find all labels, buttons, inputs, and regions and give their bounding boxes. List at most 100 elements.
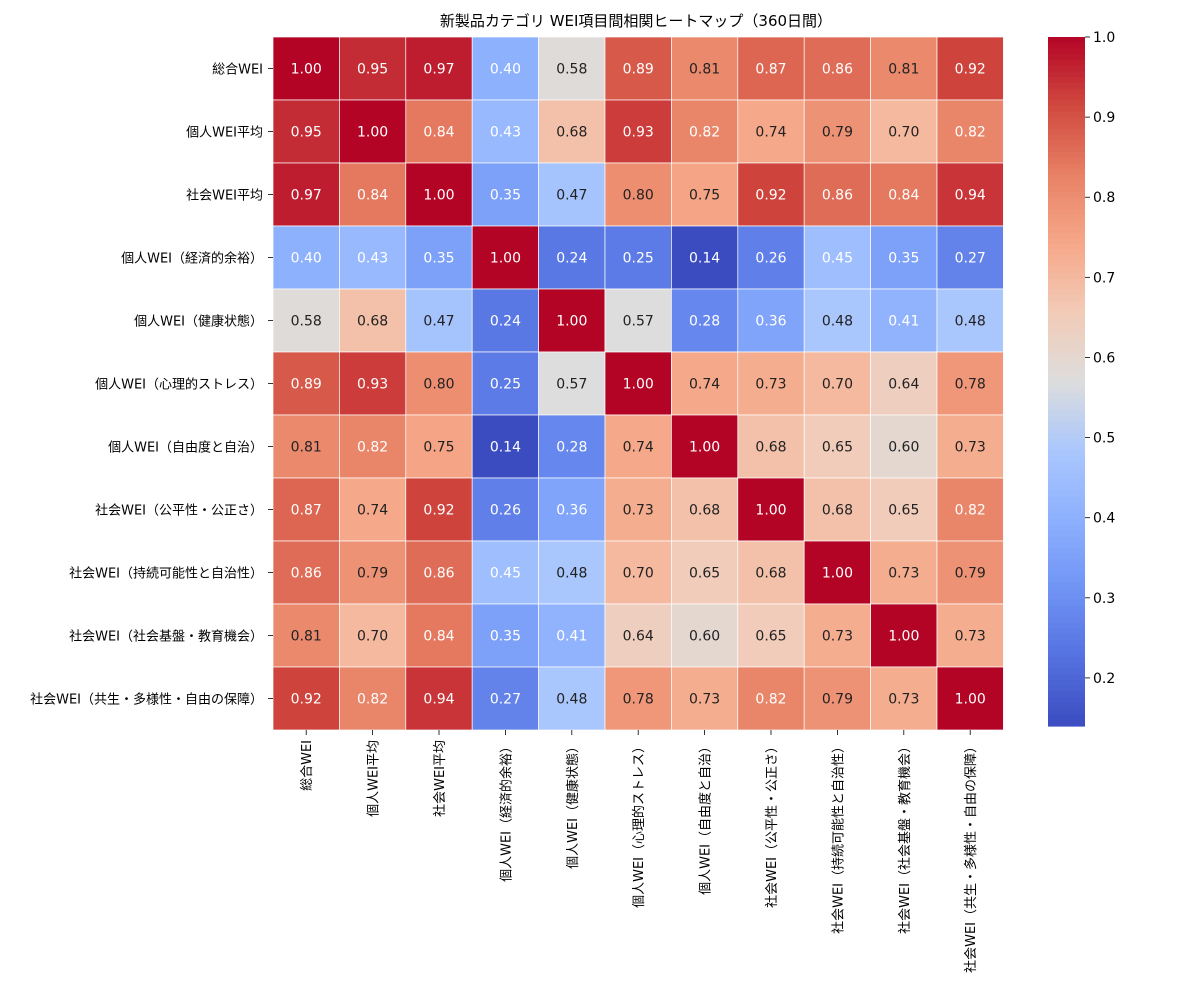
- cell-value-label: 0.57: [556, 377, 587, 393]
- colorbar-segment: [1048, 450, 1085, 457]
- colorbar-tick-label: 0.5: [1093, 431, 1115, 447]
- colorbar-segment: [1048, 88, 1085, 96]
- colorbar-segment: [1048, 525, 1085, 532]
- heatmap-cell: [405, 36, 473, 101]
- colorbar-segment: [1048, 272, 1085, 279]
- cell-value-label: 1.00: [423, 188, 454, 204]
- colorbar-segment: [1048, 611, 1085, 618]
- cell-value-label: 0.27: [490, 692, 521, 708]
- heatmap-cell: [803, 540, 871, 605]
- colorbar-segment: [1048, 513, 1085, 520]
- cell-value-label: 0.86: [822, 188, 853, 204]
- heatmap-cell: [870, 99, 938, 164]
- colorbar-segment: [1048, 519, 1085, 526]
- colorbar-segment: [1048, 306, 1085, 314]
- cell-value-label: 0.82: [357, 440, 388, 456]
- colorbar-segment: [1048, 427, 1085, 434]
- cell-value-label: 0.82: [955, 125, 986, 141]
- colorbar-segment: [1048, 570, 1085, 578]
- colorbar-segment: [1048, 456, 1085, 463]
- heatmap-cell: [737, 540, 805, 605]
- x-tick-label: 社会WEI（社会基盤・教育機会）: [897, 740, 913, 934]
- cell-value-label: 0.28: [556, 440, 587, 456]
- cell-value-label: 0.48: [556, 692, 587, 708]
- cell-value-label: 0.28: [689, 314, 720, 330]
- cell-value-label: 0.24: [490, 314, 521, 330]
- heatmap-cell: [803, 288, 871, 353]
- cell-value-label: 0.68: [556, 125, 587, 141]
- cell-value-label: 0.60: [689, 629, 720, 645]
- heatmap-cell: [538, 36, 606, 101]
- colorbar-segment: [1048, 318, 1085, 325]
- cell-value-label: 0.45: [490, 566, 521, 582]
- column-labels: 総合WEI 個人WEI平均 社会WEI平均 個人WEI（経済的余裕） 個人WEI（健康状…: [300, 730, 979, 973]
- cell-value-label: 0.68: [689, 503, 720, 519]
- colorbar-segment: [1048, 674, 1085, 681]
- colorbar-segment: [1048, 703, 1085, 710]
- colorbar-segment: [1048, 214, 1085, 222]
- heatmap-cell: [272, 603, 340, 668]
- colorbar-tick-label: 1.0: [1093, 30, 1115, 46]
- colorbar-segment: [1048, 645, 1085, 652]
- heatmap-cell: [936, 414, 1004, 479]
- cell-value-label: 0.70: [623, 566, 654, 582]
- cell-value-label: 1.00: [357, 125, 388, 141]
- x-tick-label: 総合WEI: [300, 740, 315, 791]
- colorbar-segment: [1048, 370, 1085, 377]
- cell-value-label: 0.92: [755, 188, 786, 204]
- cell-value-label: 0.25: [490, 377, 521, 393]
- colorbar-segment: [1048, 301, 1085, 308]
- colorbar-segment: [1048, 588, 1085, 595]
- colorbar-segment: [1048, 209, 1085, 216]
- cell-value-label: 0.75: [689, 188, 720, 204]
- heatmap-cell: [471, 603, 539, 668]
- colorbar-segment: [1048, 237, 1085, 245]
- heatmap-cell: [471, 351, 539, 416]
- cell-value-label: 0.68: [755, 440, 786, 456]
- heatmap-cell: [604, 666, 672, 731]
- colorbar-segment: [1048, 123, 1085, 130]
- colorbar-segment: [1048, 461, 1085, 469]
- heatmap-cell: [671, 477, 739, 542]
- heatmap-cell: [936, 288, 1004, 353]
- heatmap-cell: [538, 603, 606, 668]
- cell-value-label: 0.73: [888, 566, 919, 582]
- heatmap-cell: [272, 477, 340, 542]
- colorbar-segment: [1048, 680, 1085, 687]
- x-tick-label: 社会WEI（公平性・公正さ）: [764, 740, 780, 908]
- colorbar-segment: [1048, 685, 1085, 693]
- colorbar-segment: [1048, 542, 1085, 549]
- heatmap-cell: [737, 477, 805, 542]
- cell-value-label: 0.84: [423, 125, 454, 141]
- cell-value-label: 1.00: [822, 566, 853, 582]
- cell-value-label: 0.89: [291, 377, 322, 393]
- colorbar-segment: [1048, 111, 1085, 118]
- cell-value-label: 0.35: [423, 251, 454, 267]
- colorbar-segment: [1048, 324, 1085, 331]
- cell-value-label: 0.58: [291, 314, 322, 330]
- colorbar-segment: [1048, 628, 1085, 635]
- x-tick-label: 個人WEI（心理的ストレス）: [631, 740, 647, 908]
- colorbar-segment: [1048, 37, 1085, 44]
- cell-value-label: 0.70: [357, 629, 388, 645]
- heatmap-cell: [936, 603, 1004, 668]
- colorbar-segment: [1048, 174, 1085, 182]
- cell-value-label: 0.73: [689, 692, 720, 708]
- cell-value-label: 0.94: [423, 692, 454, 708]
- cell-value-label: 0.87: [755, 62, 786, 78]
- cell-value-label: 0.70: [888, 125, 919, 141]
- cell-value-label: 0.43: [490, 125, 521, 141]
- heatmap-cell: [538, 288, 606, 353]
- cell-value-label: 0.75: [423, 440, 454, 456]
- heatmap-cell: [471, 477, 539, 542]
- cell-value-label: 0.47: [423, 314, 454, 330]
- colorbar-segment: [1048, 479, 1085, 486]
- colorbar-segment: [1048, 553, 1085, 561]
- cell-value-label: 1.00: [556, 314, 587, 330]
- cell-value-label: 0.64: [623, 629, 654, 645]
- heatmap-cell: [538, 477, 606, 542]
- colorbar-segment: [1048, 536, 1085, 543]
- colorbar-segment: [1048, 128, 1085, 136]
- colorbar-segment: [1048, 163, 1085, 170]
- cell-value-label: 0.84: [888, 188, 919, 204]
